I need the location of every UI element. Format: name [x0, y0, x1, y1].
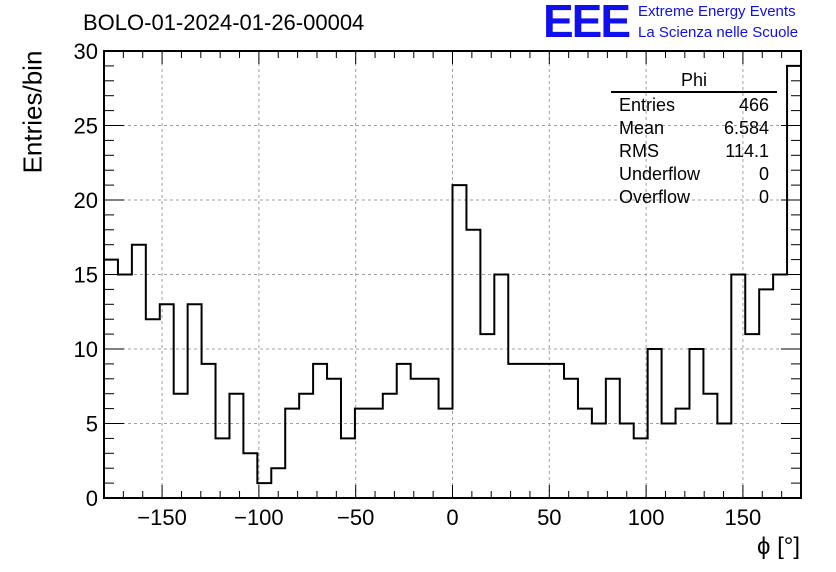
- stats-label: Underflow: [619, 164, 701, 184]
- histogram-series: [104, 64, 801, 485]
- stats-label: RMS: [619, 141, 659, 161]
- x-tick-label: 0: [446, 505, 458, 530]
- y-tick-label: 25: [74, 114, 98, 139]
- eee-logo: EEE: [543, 0, 631, 47]
- x-tick-label: −100: [234, 505, 284, 530]
- stats-box: Phi Entries 466 Mean 6.584 RMS 114.1 Und…: [611, 70, 777, 209]
- stats-row-mean: Mean 6.584: [611, 117, 777, 140]
- stats-row-overflow: Overflow 0: [611, 186, 777, 209]
- y-tick-label: 5: [86, 412, 98, 437]
- stats-value: 0: [758, 164, 769, 184]
- y-tick-label: 15: [74, 263, 98, 288]
- x-tick-label: 50: [537, 505, 561, 530]
- stats-value: 0: [758, 187, 769, 207]
- x-tick-label: 100: [628, 505, 665, 530]
- y-tick-label: 30: [74, 39, 98, 64]
- stats-row-rms: RMS 114.1: [611, 140, 777, 163]
- y-tick-label: 20: [74, 188, 98, 213]
- stats-label: Mean: [619, 118, 665, 138]
- x-tick-label: −50: [337, 505, 374, 530]
- logo-text-line1: Extreme Energy Events: [638, 3, 796, 20]
- stats-value: 6.584: [723, 118, 769, 138]
- y-tick-label: 10: [74, 337, 98, 362]
- chart-title: BOLO-01-2024-01-26-00004: [83, 10, 365, 35]
- y-tick-label: 0: [86, 486, 98, 511]
- stats-label: Overflow: [619, 187, 691, 207]
- stats-box-title: Phi: [611, 70, 777, 93]
- x-tick-label: −150: [137, 505, 187, 530]
- stats-label: Entries: [619, 95, 676, 115]
- stats-value: 466: [738, 95, 769, 115]
- x-axis-label: ϕ [°]: [756, 533, 800, 560]
- stats-value: 114.1: [725, 141, 769, 161]
- stats-row-underflow: Underflow 0: [611, 163, 777, 186]
- logo-text-line2: La Scienza nelle Scuole: [638, 24, 799, 41]
- stats-row-entries: Entries 466: [611, 94, 777, 117]
- x-tick-label: 150: [725, 505, 762, 530]
